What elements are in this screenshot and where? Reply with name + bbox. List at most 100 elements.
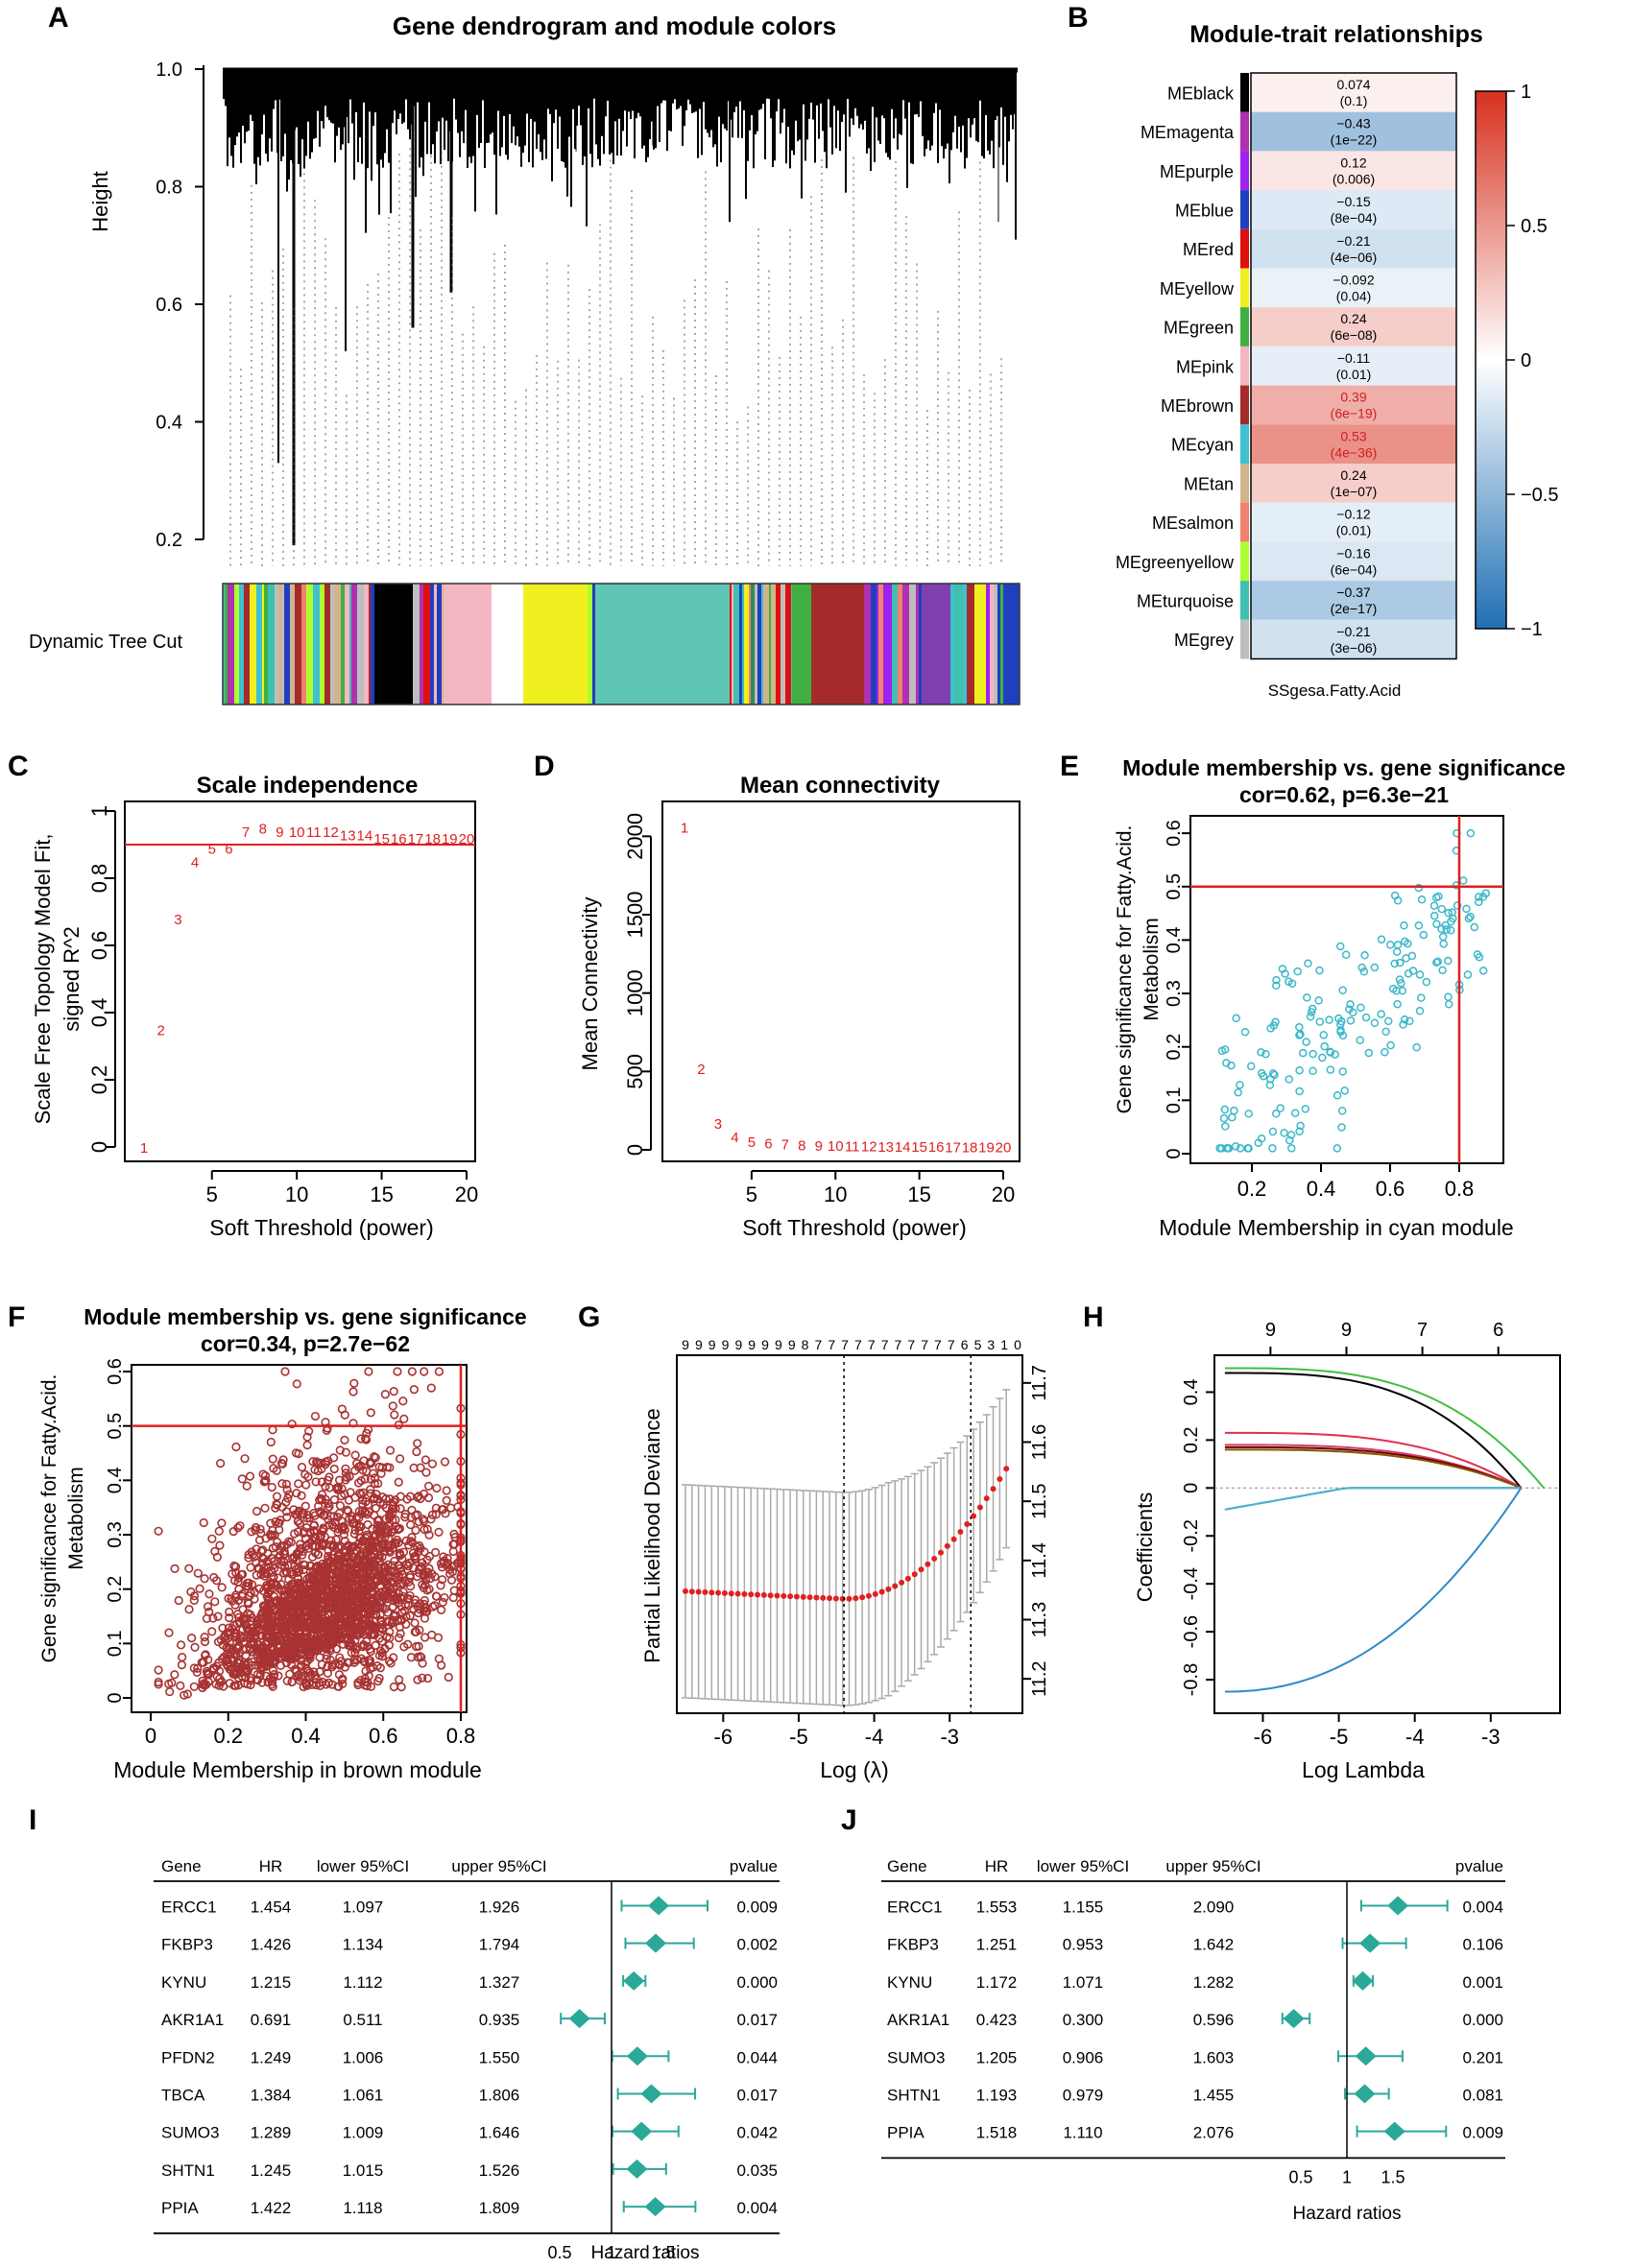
row-upper: 1.526 [479,2161,520,2180]
panel-d-ylabel: Mean Connectivity [578,897,602,1071]
data-point [324,1546,333,1556]
nonzero-count: 7 [815,1337,823,1352]
data-point [1315,1017,1325,1026]
module-color-segment [592,584,595,704]
module-color-segment [950,584,953,704]
row-hr: 1.193 [976,2086,1018,2104]
data-point [446,1575,457,1585]
panel-c: C Scale independence Scale Free Topology… [8,751,478,1240]
heatmap-cell [1251,541,1456,582]
data-point [396,1504,405,1514]
panel-g-ytick-label: 11.7 [1029,1365,1050,1400]
module-color-segment [769,584,771,704]
panel-g-xtick-label: -4 [865,1725,884,1749]
data-point [1240,1027,1250,1037]
data-point [251,1525,260,1535]
data-point [438,1575,447,1585]
module-color-segment [909,584,916,704]
data-point [272,1492,282,1501]
module-color-segment [792,584,811,704]
data-point [374,1462,384,1471]
data-point [363,1519,372,1530]
data-point [239,1658,250,1667]
data-point [367,1458,376,1468]
data-point [1325,1015,1333,1024]
deviance-point [832,1595,839,1602]
data-point [342,1576,351,1587]
data-point [380,1390,390,1399]
data-point [413,1675,422,1684]
data-point [209,1572,219,1583]
module-color-segment [349,584,351,704]
module-label-mebrown: MEbrown [1161,396,1234,416]
module-color-bar-frame [222,583,1021,705]
panel-j-xlabel: Hazard ratios [1293,2204,1402,2224]
data-point [389,1387,398,1397]
nonzero-count: 3 [987,1337,995,1352]
data-point [1272,981,1281,991]
data-point [293,1601,302,1611]
data-point [361,1666,371,1676]
row-upper: 1.806 [479,2086,520,2104]
data-point [303,1472,313,1482]
row-pvalue: 0.002 [736,1936,778,1954]
panel-f-frame [131,1364,468,1713]
data-point [1357,1003,1365,1013]
data-point [1338,1067,1348,1076]
row-upper: 1.794 [479,1936,520,1954]
panel-c-xlabel: Soft Threshold (power) [209,1215,434,1240]
data-point [1265,1081,1275,1089]
data-point [316,1458,326,1468]
data-point [189,1682,199,1691]
module-swatch-megreenyellow [1240,541,1249,582]
row-pvalue: 0.081 [1462,2086,1503,2104]
deviance-point [827,1595,833,1602]
data-point [365,1658,374,1668]
data-point [318,1540,328,1551]
data-point [287,1420,297,1429]
data-point [1271,1017,1280,1027]
data-point [1268,1127,1278,1136]
data-point [200,1633,209,1642]
data-point [1302,1038,1310,1046]
data-point [1381,1027,1390,1037]
data-point [211,1680,221,1689]
data-point [380,1644,390,1654]
data-point [340,1435,349,1444]
data-point [372,1611,381,1620]
data-point [403,1561,413,1571]
data-point [274,1671,283,1681]
coefficient-path-brown [1224,1448,1522,1490]
deviance-point [695,1588,702,1595]
p-value: (8e−04) [1331,210,1378,226]
hr-diamond [640,2084,662,2104]
deviance-point [702,1588,708,1595]
data-point [257,1678,267,1687]
power-point: 7 [781,1136,789,1153]
data-point [371,1529,380,1540]
row-pvalue: 0.017 [736,2086,778,2104]
data-point [360,1434,371,1444]
module-label-mesalmon: MEsalmon [1152,513,1234,533]
data-point [406,1520,416,1530]
header-gene: Gene [161,1857,202,1875]
deviance-point [859,1594,866,1601]
data-point [378,1543,388,1553]
module-color-segment [423,584,430,704]
module-color-segment [898,584,902,704]
data-point [352,1458,362,1468]
dynamic-tree-cut-label: Dynamic Tree Cut [29,632,182,653]
data-point [407,1367,417,1376]
deviance-point [944,1542,950,1549]
data-point [420,1580,430,1589]
data-point [294,1479,303,1489]
data-point [350,1450,360,1460]
data-point [268,1425,277,1435]
data-point [297,1586,306,1595]
row-gene: TBCA [161,2086,205,2104]
data-point [337,1404,347,1414]
data-point [291,1448,301,1458]
data-point [438,1597,447,1607]
data-point [331,1579,342,1589]
